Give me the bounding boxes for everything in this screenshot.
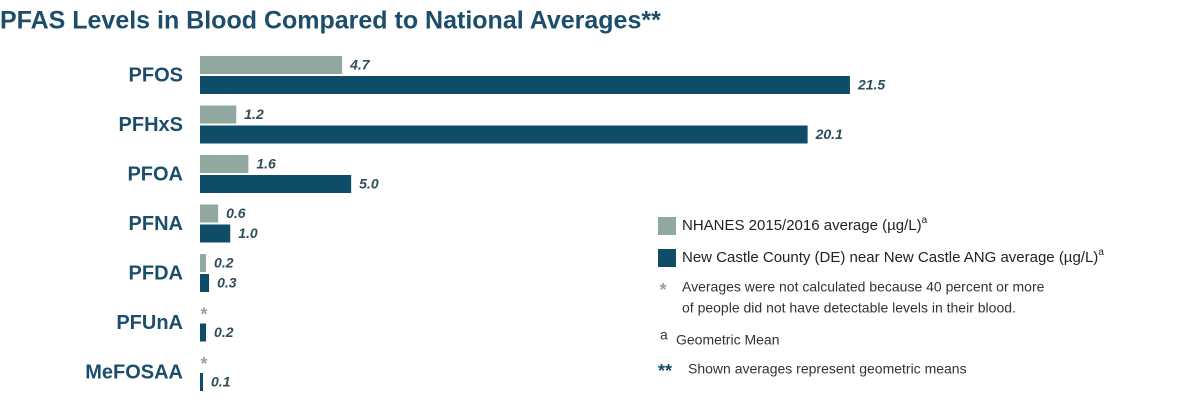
footnote-marker: **	[658, 361, 672, 381]
category-label: PFOA	[127, 163, 183, 185]
category-label: PFUnA	[116, 312, 183, 334]
legend-superscript: a	[1098, 247, 1104, 258]
value-label: 20.1	[815, 126, 843, 142]
value-label: 1.0	[238, 225, 258, 241]
bar	[200, 105, 237, 124]
footnote-text: Shown averages represent geometric means	[688, 361, 967, 377]
legend-superscript: a	[922, 215, 928, 226]
category-label: PFHxS	[119, 114, 183, 136]
value-label: 21.5	[857, 77, 885, 93]
category-label: PFOS	[129, 64, 183, 86]
legend-text: New Castle County (DE) near New Castle A…	[682, 249, 1098, 266]
bar	[200, 125, 808, 144]
category-label: PFNA	[129, 213, 183, 235]
value-label: 0.2	[214, 255, 234, 271]
legend-swatch	[658, 249, 676, 267]
legend-swatch	[658, 217, 676, 235]
legend-text: NHANES 2015/2016 average (µg/L)	[682, 217, 922, 234]
legend-label: New Castle County (DE) near New Castle A…	[682, 247, 1104, 266]
category-label: PFDA	[129, 262, 183, 284]
value-label: 0.1	[211, 374, 231, 390]
not-calculated-marker: *	[200, 354, 207, 374]
bar	[200, 254, 207, 272]
bar	[200, 323, 207, 342]
value-label: 0.6	[226, 205, 246, 221]
value-label: 0.2	[214, 324, 234, 340]
value-label: 0.3	[217, 275, 237, 291]
footnote-text: of people did not have detectable levels…	[682, 300, 1016, 316]
value-label: 5.0	[359, 176, 379, 192]
bar	[200, 56, 343, 74]
footnote-marker: a	[660, 327, 668, 343]
footnote-marker: *	[659, 280, 666, 300]
category-label: MeFOSAA	[85, 361, 183, 383]
value-label: 1.6	[256, 156, 276, 172]
value-label: 4.7	[349, 57, 371, 73]
legend-label: NHANES 2015/2016 average (µg/L)a	[682, 215, 928, 234]
bar	[200, 204, 219, 223]
footnote-text: Geometric Mean	[676, 332, 779, 348]
footnote-text: Averages were not calculated because 40 …	[682, 279, 1045, 295]
bar	[200, 76, 850, 94]
chart-title: PFAS Levels in Blood Compared to Nationa…	[0, 7, 661, 35]
not-calculated-marker: *	[200, 304, 207, 324]
value-label: 1.2	[244, 106, 264, 122]
bar	[200, 175, 352, 193]
bar	[200, 155, 249, 173]
bar	[200, 373, 204, 391]
bar	[200, 274, 210, 292]
bar	[200, 224, 231, 243]
